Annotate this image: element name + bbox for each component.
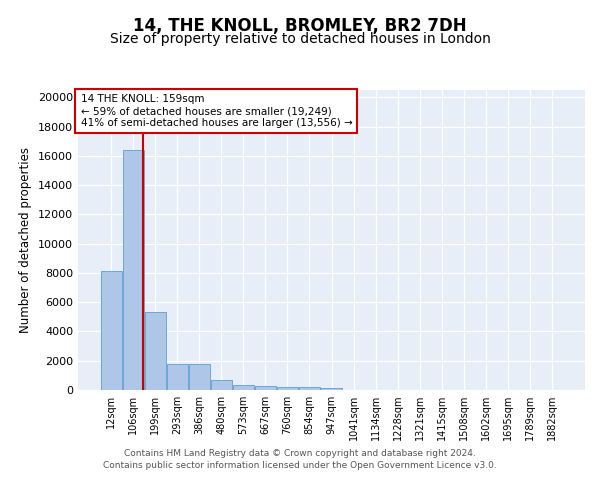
Text: Contains HM Land Registry data © Crown copyright and database right 2024.: Contains HM Land Registry data © Crown c…	[124, 448, 476, 458]
Bar	[123, 150, 143, 390]
Bar	[321, 388, 342, 390]
Text: Size of property relative to detached houses in London: Size of property relative to detached ho…	[110, 32, 490, 46]
Bar	[233, 385, 254, 390]
Bar	[211, 380, 232, 390]
Bar	[101, 272, 122, 390]
Bar	[145, 312, 166, 390]
Bar	[277, 387, 298, 390]
Text: 14 THE KNOLL: 159sqm
← 59% of detached houses are smaller (19,249)
41% of semi-d: 14 THE KNOLL: 159sqm ← 59% of detached h…	[80, 94, 352, 128]
Bar	[299, 388, 320, 390]
Bar	[189, 364, 209, 390]
Bar	[255, 386, 275, 390]
Text: 14, THE KNOLL, BROMLEY, BR2 7DH: 14, THE KNOLL, BROMLEY, BR2 7DH	[133, 18, 467, 36]
Y-axis label: Number of detached properties: Number of detached properties	[19, 147, 32, 333]
Text: Contains public sector information licensed under the Open Government Licence v3: Contains public sector information licen…	[103, 461, 497, 470]
Bar	[167, 364, 188, 390]
